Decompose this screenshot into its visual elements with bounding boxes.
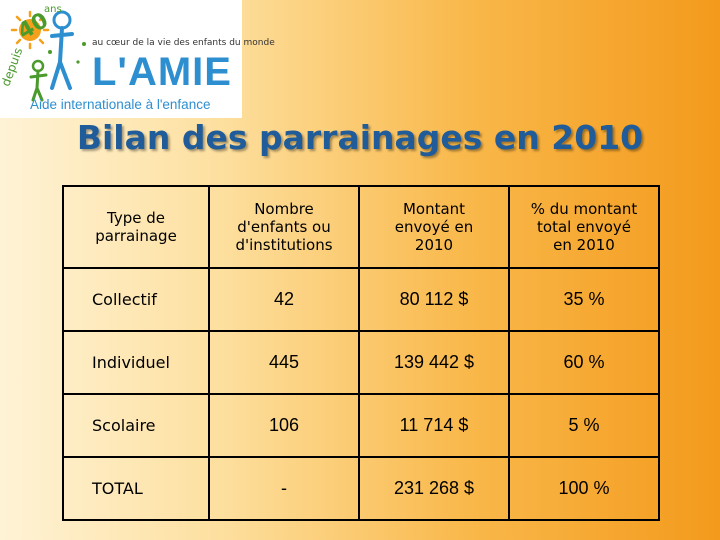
row-type: Collectif [62, 267, 210, 332]
row-amount: 231 268 $ [358, 456, 510, 521]
row-count: - [208, 456, 360, 521]
header-amount: Montant envoyé en 2010 [358, 185, 510, 269]
anniversary-unit: ans [44, 4, 62, 15]
logo-subtitle: Aide internationale à l'enfance [30, 97, 211, 112]
table-header-row: Type de parrainage Nombre d'enfants ou d… [62, 185, 660, 269]
row-amount: 80 112 $ [358, 267, 510, 332]
logo-tagline: au cœur de la vie des enfants du monde [92, 38, 275, 48]
sponsorship-table: Type de parrainage Nombre d'enfants ou d… [62, 185, 660, 521]
logo-illustration-icon [10, 10, 86, 102]
row-amount: 11 714 $ [358, 393, 510, 458]
row-type: Individuel [62, 330, 210, 395]
table-row-total: TOTAL - 231 268 $ 100 % [62, 456, 660, 521]
row-count: 42 [208, 267, 360, 332]
row-percent: 35 % [508, 267, 660, 332]
row-percent: 5 % [508, 393, 660, 458]
header-percent: % du montant total envoyé en 2010 [508, 185, 660, 269]
logo-name: L'AMIE [92, 50, 232, 94]
table-row: Collectif 42 80 112 $ 35 % [62, 267, 660, 332]
header-type: Type de parrainage [62, 185, 210, 269]
table-row: Individuel 445 139 442 $ 60 % [62, 330, 660, 395]
row-count: 106 [208, 393, 360, 458]
row-percent: 100 % [508, 456, 660, 521]
row-amount: 139 442 $ [358, 330, 510, 395]
row-percent: 60 % [508, 330, 660, 395]
table-row: Scolaire 106 11 714 $ 5 % [62, 393, 660, 458]
row-type: TOTAL [62, 456, 210, 521]
row-type: Scolaire [62, 393, 210, 458]
row-count: 445 [208, 330, 360, 395]
logo: 40 ans depuis au cœur de la vie des enfa… [0, 0, 275, 118]
header-count: Nombre d'enfants ou d'institutions [208, 185, 360, 269]
page-title: Bilan des parrainages en 2010 [76, 118, 644, 157]
